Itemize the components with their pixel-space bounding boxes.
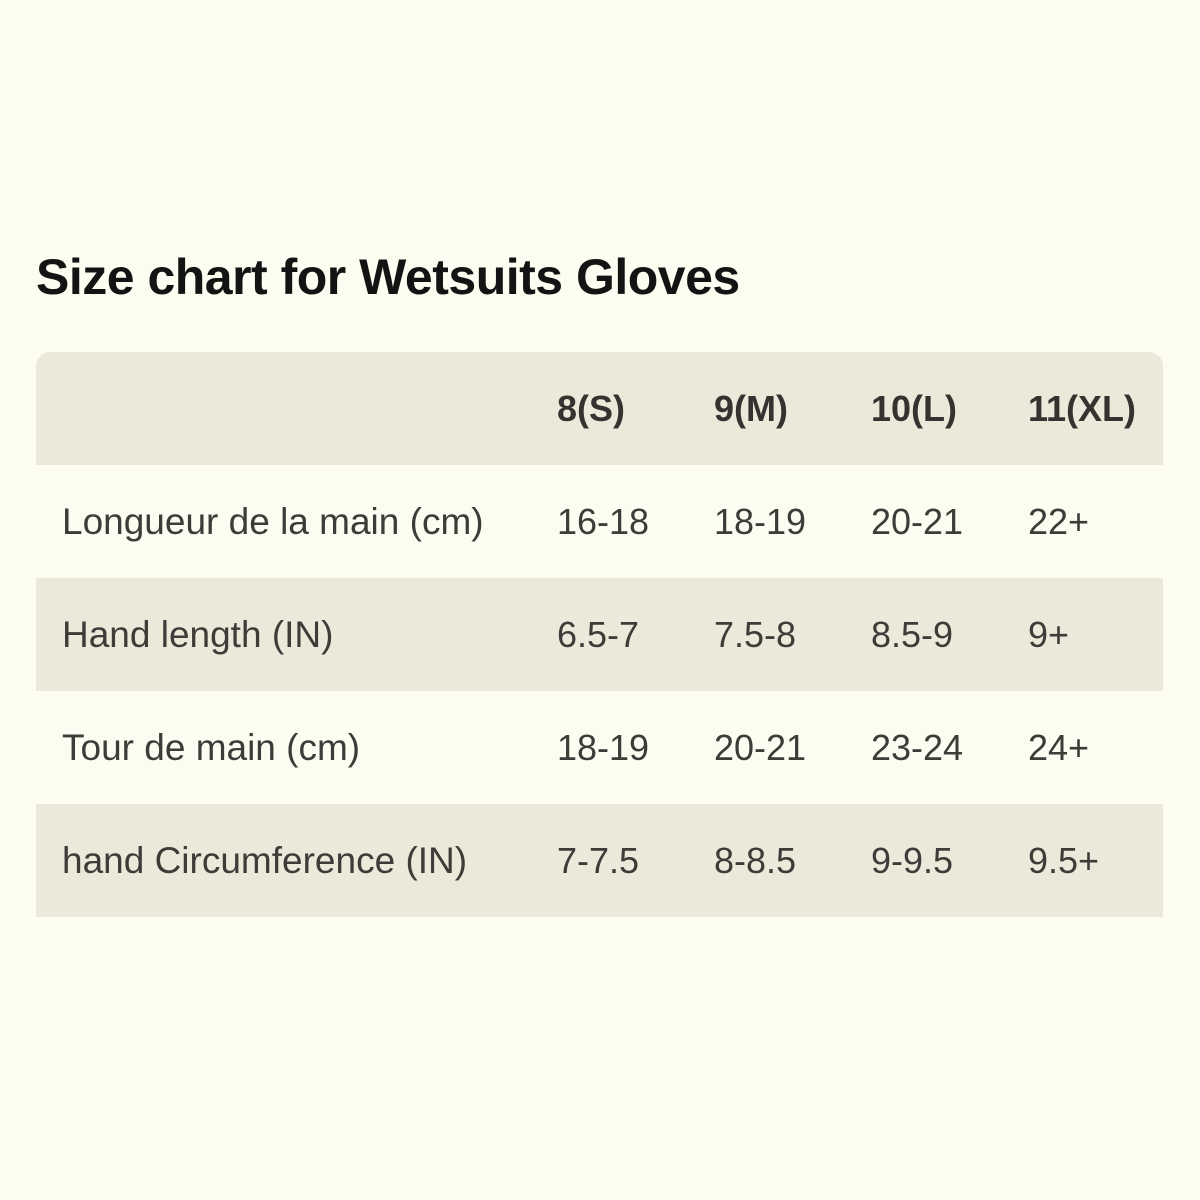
- cell-value: 9.5+: [1028, 804, 1163, 917]
- cell-value: 23-24: [871, 726, 964, 768]
- cell-value: 6.5-7: [557, 578, 714, 691]
- corner-cell: [36, 352, 557, 465]
- row-label: Hand length (IN): [36, 578, 557, 691]
- size-chart-table: 8(S) 9(M) 10(L) 11(XL) Longueur de la ma…: [36, 352, 1163, 917]
- cell-value: 7.5-8: [714, 578, 871, 691]
- cell-value: 20-21: [714, 726, 807, 768]
- table-row-hand-length-in: Hand length (IN) 6.5-7 7.5-8 8.5-9 9+: [36, 578, 1163, 691]
- cell-value: 18-19: [714, 500, 807, 542]
- cell-value: 9+: [1028, 578, 1163, 691]
- cell-value: 7-7.5: [557, 804, 714, 917]
- cell-value: 24+: [1028, 726, 1090, 768]
- row-label: Longueur de la main (cm): [62, 500, 484, 542]
- cell-value: 9-9.5: [871, 804, 1028, 917]
- size-table-header-row: 8(S) 9(M) 10(L) 11(XL): [36, 352, 1163, 465]
- row-label: hand Circumference (IN): [36, 804, 557, 917]
- column-header-10l: 10(L): [871, 352, 1028, 465]
- cell-value: 18-19: [557, 726, 650, 768]
- table-row-hand-circumference-in: hand Circumference (IN) 7-7.5 8-8.5 9-9.…: [36, 804, 1163, 917]
- column-header-9m: 9(M): [714, 352, 871, 465]
- row-label: Tour de main (cm): [62, 726, 361, 768]
- cell-value: 16-18: [557, 500, 650, 542]
- cell-value: 22+: [1028, 500, 1090, 542]
- column-header-11xl: 11(XL): [1028, 352, 1163, 465]
- column-header-8s: 8(S): [557, 352, 714, 465]
- table-row-hand-circumference-cm: Tour de main (cm) 18-19 20-21 23-24 24+: [36, 691, 1163, 804]
- cell-value: 20-21: [871, 500, 964, 542]
- cell-value: 8.5-9: [871, 578, 1028, 691]
- table-row-hand-length-cm: Longueur de la main (cm) 16-18 18-19 20-…: [36, 465, 1163, 578]
- cell-value: 8-8.5: [714, 804, 871, 917]
- page-title: Size chart for Wetsuits Gloves: [36, 249, 740, 305]
